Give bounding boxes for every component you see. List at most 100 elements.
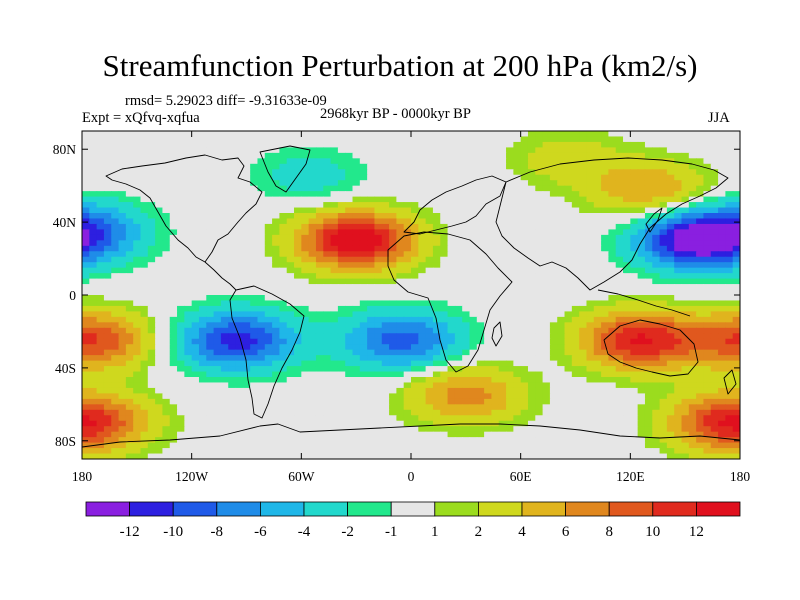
field-cell [206,169,215,176]
field-cell [220,420,229,427]
field-cell [374,333,383,340]
field-cell [520,377,529,384]
field-cell [206,191,215,198]
field-cell [125,387,134,394]
field-cell [228,311,237,318]
field-cell [535,404,544,411]
field-cell [257,267,266,274]
field-cell [659,333,668,340]
field-cell [279,360,288,367]
field-cell [418,382,427,389]
field-cell [418,213,427,220]
field-cell [732,409,740,416]
field-cell [315,349,324,356]
field-cell [688,174,697,181]
field-cell [725,245,734,252]
field-cell [432,393,441,400]
field-cell [535,338,544,345]
field-cell [557,136,566,143]
field-cell [498,196,507,203]
field-cell [608,415,617,422]
field-cell [228,131,237,138]
field-cell [359,256,368,263]
field-cell [272,360,280,367]
field-cell [242,256,251,263]
field-cell [147,213,156,220]
field-cell [506,327,514,334]
field-cell [571,180,580,187]
field-cell [352,240,361,247]
field-cell [403,136,412,143]
field-cell [674,163,683,170]
field-cell [476,278,485,285]
field-cell [125,174,134,181]
field-cell [432,333,441,340]
field-cell [169,240,178,247]
field-cell [125,338,134,345]
field-cell [250,316,259,323]
field-cell [359,360,368,367]
field-cell [506,136,514,143]
field-cell [659,382,668,389]
field-cell [542,316,551,323]
field-cell [220,262,229,269]
field-cell [396,213,405,220]
field-cell [666,180,675,187]
field-cell [696,223,705,230]
field-cell [228,420,237,427]
field-cell [359,371,368,378]
field-cell [235,316,244,323]
field-cell [454,278,463,285]
field-cell [140,393,149,400]
field-cell [601,147,609,154]
field-cell [323,377,332,384]
field-cell [82,333,90,340]
field-cell [425,322,434,329]
field-cell [491,158,500,165]
field-cell [374,196,383,203]
field-cell [696,218,705,225]
field-cell [184,262,193,269]
field-cell [564,327,573,334]
field-cell [659,284,668,291]
field-cell [593,141,602,148]
field-cell [564,305,573,312]
field-cell [96,409,105,416]
field-cell [198,333,207,340]
field-cell [476,327,485,334]
field-cell [162,180,171,187]
field-cell [103,185,112,192]
field-cell [718,207,726,214]
field-cell [133,234,142,241]
field-cell [82,174,90,181]
field-cell [367,229,376,236]
field-cell [513,131,522,138]
field-cell [462,136,471,143]
field-cell [294,202,302,209]
field-cell [630,147,639,154]
field-cell [294,360,302,367]
field-cell [330,305,339,312]
field-cell [630,278,639,285]
field-cell [447,213,456,220]
field-cell [147,185,156,192]
field-cell [688,136,697,143]
field-cell [549,131,558,138]
field-cell [337,207,346,214]
field-cell [228,360,237,367]
field-cell [688,338,697,345]
field-cell [198,420,207,427]
field-cell [140,289,149,296]
field-cell [315,316,324,323]
field-cell [96,174,105,181]
field-cell [542,404,551,411]
field-cell [177,229,185,236]
field-cell [257,185,266,192]
field-cell [447,158,456,165]
field-cell [432,202,441,209]
field-cell [374,267,383,274]
field-cell [637,349,646,356]
field-cell [725,202,734,209]
field-cell [177,147,185,154]
field-cell [140,398,149,405]
